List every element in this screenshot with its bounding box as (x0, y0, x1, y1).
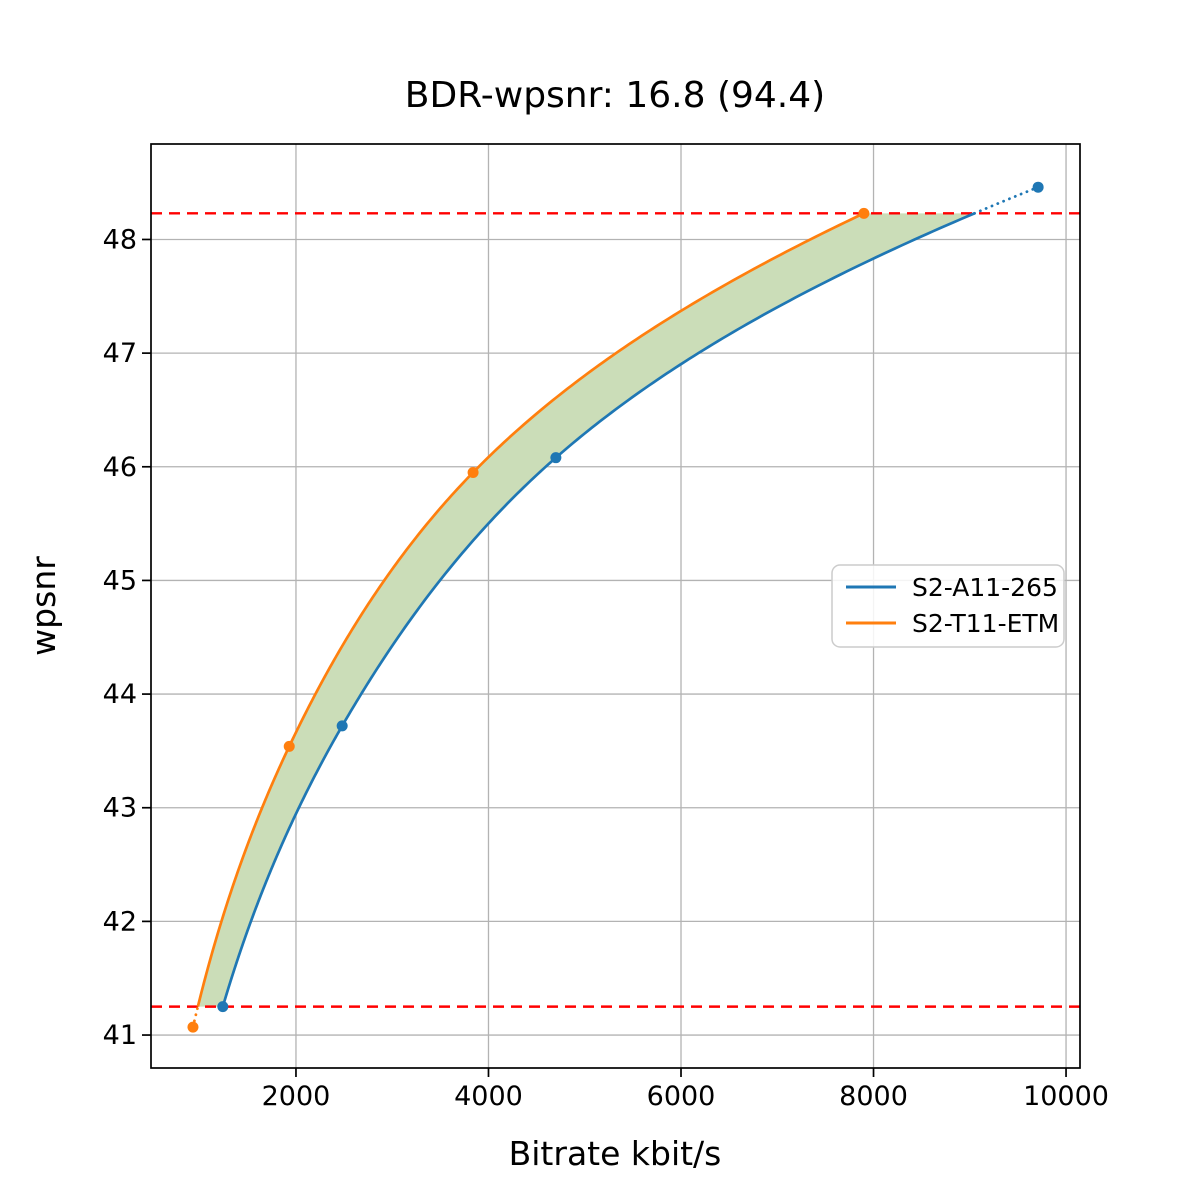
x-tick-label: 2000 (262, 1081, 331, 1112)
y-tick-label: 46 (103, 452, 137, 483)
data-point (336, 720, 348, 732)
bd-bound-lines (151, 212, 1080, 1008)
data-point-markers (187, 181, 1044, 1033)
y-axis-label: wpsnr (24, 556, 63, 656)
data-point (467, 466, 479, 478)
legend: S2-A11-265 S2-T11-ETM (831, 564, 1065, 648)
curve-tail-s2-a11-265 (973, 185, 1040, 215)
axis-ticks (142, 238, 1067, 1077)
x-axis-label: Bitrate kbit/s (509, 1134, 722, 1173)
data-point (858, 207, 870, 219)
y-tick-label: 43 (103, 793, 137, 824)
data-point (1032, 181, 1044, 193)
y-tick-label: 44 (103, 679, 137, 710)
data-point (217, 1001, 229, 1013)
curve-tail-s2-t11-etm (191, 1005, 200, 1029)
legend-label-0: S2-A11-265 (912, 573, 1058, 602)
rd-curves (191, 185, 1040, 1029)
tick-labels: 2000 4000 6000 8000 10000 41 42 43 44 45 46 47 48 (103, 224, 1109, 1112)
chart-title: BDR-wpsnr: 16.8 (94.4) (405, 75, 825, 116)
x-tick-label: 6000 (647, 1081, 716, 1112)
y-tick-label: 45 (103, 565, 137, 596)
y-tick-label: 42 (103, 906, 137, 937)
curve-s2-a11-265 (221, 212, 976, 1008)
x-tick-label: 10000 (1023, 1081, 1109, 1112)
x-tick-label: 4000 (454, 1081, 523, 1112)
data-point (550, 452, 562, 464)
legend-label-1: S2-T11-ETM (912, 609, 1059, 638)
plot-border (150, 143, 1081, 1069)
y-tick-label: 48 (103, 224, 137, 255)
y-tick-label: 41 (103, 1020, 137, 1051)
curve-s2-t11-etm (196, 212, 865, 1007)
x-tick-label: 8000 (839, 1081, 908, 1112)
data-point (283, 740, 295, 752)
y-tick-label: 47 (103, 338, 137, 369)
data-point (187, 1021, 199, 1033)
